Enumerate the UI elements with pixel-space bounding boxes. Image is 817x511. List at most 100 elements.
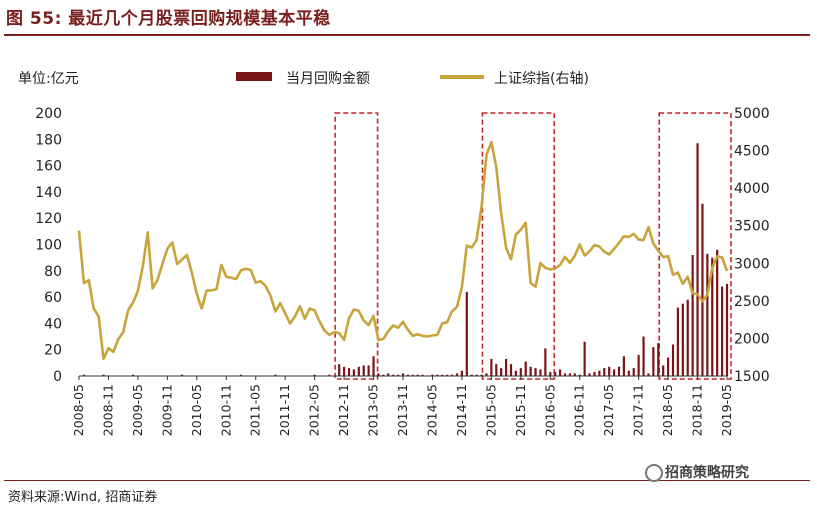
bar bbox=[504, 358, 508, 376]
bar bbox=[701, 203, 704, 376]
legend: 单位:亿元 当月回购金额 上证综指(右轴) bbox=[18, 71, 589, 87]
bar bbox=[534, 368, 537, 376]
bar bbox=[612, 369, 616, 376]
bar bbox=[450, 374, 454, 376]
bar bbox=[598, 370, 601, 376]
y-right-tick-label: 3500 bbox=[734, 219, 770, 235]
bar bbox=[725, 283, 729, 376]
bar bbox=[406, 374, 410, 376]
x-tick-label: 2010-05 bbox=[189, 384, 204, 436]
bar bbox=[696, 143, 699, 376]
y-right-tick-label: 2500 bbox=[734, 294, 770, 310]
y-right-tick-label: 1500 bbox=[734, 369, 770, 385]
y-left-tick-label: 160 bbox=[35, 159, 62, 175]
x-tick-label: 2009-05 bbox=[130, 384, 145, 436]
bar bbox=[455, 373, 459, 376]
bar bbox=[274, 374, 277, 376]
y-left-tick-label: 200 bbox=[35, 106, 62, 122]
bar bbox=[568, 373, 572, 376]
bar bbox=[396, 374, 400, 376]
x-tick-label: 2010-11 bbox=[218, 384, 233, 436]
highlight-boxes bbox=[334, 112, 732, 380]
bar bbox=[416, 374, 419, 376]
bar bbox=[421, 374, 424, 376]
bar bbox=[485, 373, 488, 376]
bar bbox=[441, 374, 444, 376]
source-note: 资料来源:Wind, 招商证券 bbox=[8, 490, 158, 505]
bar bbox=[465, 291, 468, 376]
bar bbox=[588, 373, 591, 376]
bar bbox=[652, 347, 655, 376]
bar bbox=[460, 370, 464, 376]
title-divider bbox=[4, 34, 810, 36]
bar bbox=[608, 366, 611, 376]
bar bbox=[706, 253, 709, 376]
y-left-tick-label: 180 bbox=[35, 132, 62, 148]
bar bbox=[720, 286, 724, 376]
bar bbox=[627, 370, 630, 376]
y-left-tick-label: 100 bbox=[35, 238, 62, 254]
y-left-tick-label: 140 bbox=[35, 185, 62, 201]
highlight-box-3 bbox=[658, 112, 732, 380]
bar bbox=[676, 307, 680, 376]
bar bbox=[686, 299, 689, 376]
wechat-icon bbox=[645, 464, 663, 482]
x-tick-label: 2013-05 bbox=[366, 384, 381, 436]
bar bbox=[377, 373, 380, 376]
bar bbox=[632, 368, 635, 376]
bar bbox=[657, 343, 660, 376]
axes: 0 20 40 60 80 100 120 140 160 180 200 1500 2000 2500 3… bbox=[35, 106, 769, 436]
bar bbox=[583, 341, 586, 376]
x-tick-label: 2012-05 bbox=[307, 384, 322, 436]
bar bbox=[681, 303, 684, 376]
x-tick-label: 2009-11 bbox=[159, 384, 174, 436]
x-tick-label: 2008-05 bbox=[71, 384, 86, 436]
y-right-tick-label: 4500 bbox=[734, 144, 770, 160]
bar bbox=[313, 374, 316, 376]
x-tick-label: 2015-05 bbox=[483, 384, 498, 436]
bar bbox=[372, 356, 375, 376]
bar bbox=[642, 336, 645, 376]
bar bbox=[647, 373, 650, 376]
y-left-tick-label: 40 bbox=[44, 316, 62, 332]
bar bbox=[519, 368, 522, 376]
bar bbox=[671, 344, 675, 376]
bar bbox=[436, 374, 439, 376]
x-tick-label: 2018-11 bbox=[690, 384, 705, 436]
bar bbox=[662, 365, 665, 376]
y-right-tick-label: 3000 bbox=[734, 256, 770, 272]
bar bbox=[500, 368, 503, 376]
highlight-box-1 bbox=[334, 112, 379, 380]
legend-bar-label: 当月回购金额 bbox=[286, 71, 370, 87]
bar bbox=[490, 358, 493, 376]
bar bbox=[82, 374, 86, 376]
bar bbox=[357, 366, 360, 376]
bar bbox=[431, 374, 434, 376]
bar bbox=[711, 257, 714, 376]
bar bbox=[544, 348, 547, 376]
bar bbox=[328, 374, 331, 376]
bar bbox=[617, 366, 621, 376]
bar bbox=[529, 366, 532, 376]
bar bbox=[382, 374, 385, 376]
bar bbox=[362, 365, 365, 376]
bar bbox=[480, 374, 483, 376]
bar bbox=[475, 374, 478, 376]
bar bbox=[637, 354, 640, 376]
bar bbox=[392, 374, 395, 376]
x-tick-label: 2017-05 bbox=[601, 384, 616, 436]
y-left-tick-label: 120 bbox=[35, 211, 62, 227]
x-tick-label: 2014-11 bbox=[454, 384, 469, 436]
bar bbox=[558, 369, 562, 376]
bar bbox=[446, 374, 449, 376]
x-tick-label: 2013-11 bbox=[395, 384, 410, 436]
bar bbox=[603, 368, 606, 376]
bar bbox=[716, 249, 719, 376]
x-tick-label: 2014-05 bbox=[424, 384, 439, 436]
bar bbox=[239, 374, 243, 376]
footer-divider bbox=[4, 480, 810, 481]
watermark: 招商策略研究 bbox=[665, 465, 749, 481]
bar bbox=[401, 373, 405, 376]
x-tick-label: 2019-05 bbox=[719, 384, 734, 436]
bar bbox=[347, 368, 351, 376]
